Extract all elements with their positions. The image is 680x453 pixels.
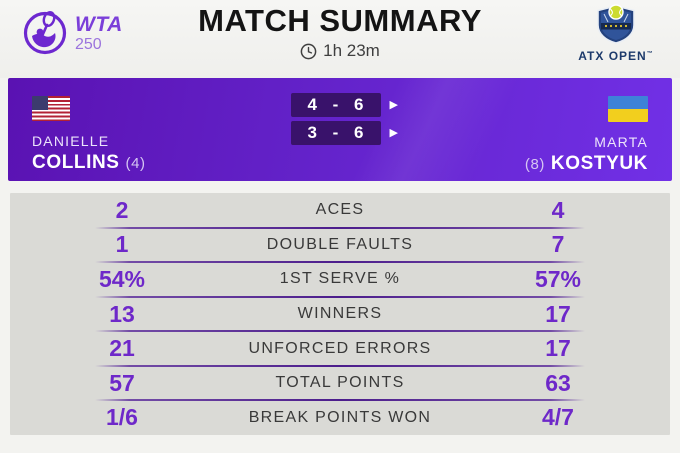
wta-logo-text: WTA 250: [75, 14, 123, 53]
atx-open-logo: ATX OPEN™: [568, 2, 664, 63]
stat-right-value: 17: [545, 335, 571, 362]
stat-left-value: 57: [109, 369, 135, 396]
table-row-break-points-won: 1/6 BREAK POINTS WON 4/7: [10, 400, 670, 435]
set-2-right: 6: [354, 123, 364, 142]
stat-label: DOUBLE FAULTS: [266, 235, 414, 253]
player-right: MARTA (8) KOSTYUK: [525, 78, 648, 181]
player-left-name: DANIELLE COLLINS (4): [32, 133, 146, 174]
stat-label: 1ST SERVE %: [279, 270, 401, 288]
stat-left-value: 13: [109, 300, 135, 327]
stat-left-value: 21: [109, 335, 135, 362]
set-2-separator: -: [332, 123, 339, 142]
set-1-separator: -: [332, 95, 339, 114]
stat-left-value: 2: [115, 196, 129, 223]
stat-right-value: 4: [551, 196, 565, 223]
table-row-aces: 2 ACES 4: [10, 193, 670, 229]
player-left-seed: (4): [125, 154, 146, 172]
clock-icon: [300, 43, 317, 59]
stat-label: ACES: [315, 201, 365, 219]
stat-label: TOTAL POINTS: [275, 374, 405, 392]
table-row-winners: 13 WINNERS 17: [10, 297, 670, 332]
set-1-score: 4 - 6: [290, 93, 381, 117]
wta-player-icon: [23, 10, 67, 55]
wta-wordmark: WTA: [75, 12, 123, 36]
stat-right-value: 4/7: [542, 404, 574, 431]
header: WTA 250 MATCH SUMMARY 1h 23m: [0, 0, 680, 78]
table-row-double-faults: 1 DOUBLE FAULTS 7: [10, 228, 670, 263]
set-1-left: 4: [307, 95, 317, 114]
scoreboard-panel: DANIELLE COLLINS (4) 4 - 6 ▶ 3 -: [8, 78, 672, 181]
set-2-score: 3 - 6: [290, 121, 381, 145]
stat-label: WINNERS: [297, 305, 383, 323]
set-1-right: 6: [354, 95, 364, 114]
player-left-last-name: COLLINS (4): [32, 151, 146, 173]
table-row-unforced-errors: 21 UNFORCED ERRORS 17: [10, 331, 670, 367]
stat-right-value: 63: [545, 369, 571, 396]
stat-label: BREAK POINTS WON: [248, 408, 432, 426]
stat-right-value: 7: [551, 231, 565, 258]
table-row-total-points: 57 TOTAL POINTS 63: [10, 366, 670, 402]
stats-table: 2 ACES 4 1 DOUBLE FAULTS 7 54% 1ST SERVE…: [10, 193, 670, 435]
player-left: DANIELLE COLLINS (4): [32, 78, 146, 181]
stat-right-value: 17: [545, 300, 571, 327]
table-row-first-serve-pct: 54% 1ST SERVE % 57%: [10, 262, 670, 298]
page-title: MATCH SUMMARY: [198, 3, 482, 38]
stat-label: UNFORCED ERRORS: [248, 339, 432, 357]
player-right-last-name: (8) KOSTYUK: [524, 152, 648, 174]
title-block: MATCH SUMMARY 1h 23m: [0, 3, 680, 61]
stat-right-value: 57%: [534, 265, 582, 292]
wta-tier: 250: [75, 35, 102, 53]
stat-left-value: 54%: [98, 265, 146, 292]
atx-shield-icon: [597, 4, 635, 44]
wta-250-logo: WTA 250: [22, 10, 123, 56]
stat-left-value: 1: [115, 231, 129, 258]
stat-left-value: 1/6: [106, 404, 138, 431]
duration-value: 1h 23m: [323, 41, 380, 61]
set-2-winner-arrow-icon: ▶: [389, 126, 398, 139]
set-2-left: 3: [307, 123, 317, 142]
ukraine-flag-icon: [608, 96, 648, 122]
match-duration: 1h 23m: [0, 41, 680, 61]
player-right-first-name: MARTA: [594, 134, 648, 150]
atx-wordmark: ATX OPEN™: [578, 49, 654, 63]
set-scores: 4 - 6 ▶ 3 - 6 ▶: [8, 93, 672, 145]
player-right-seed: (8): [524, 155, 545, 173]
set-1-winner-arrow-icon: ▶: [389, 98, 398, 111]
us-flag-icon: [32, 96, 70, 121]
trademark-symbol: ™: [646, 51, 654, 57]
player-left-first-name: DANIELLE: [32, 133, 110, 149]
set-2-row: 3 - 6 ▶: [290, 121, 400, 145]
player-right-name: MARTA (8) KOSTYUK: [525, 134, 648, 175]
set-1-row: 4 - 6 ▶: [290, 93, 400, 117]
